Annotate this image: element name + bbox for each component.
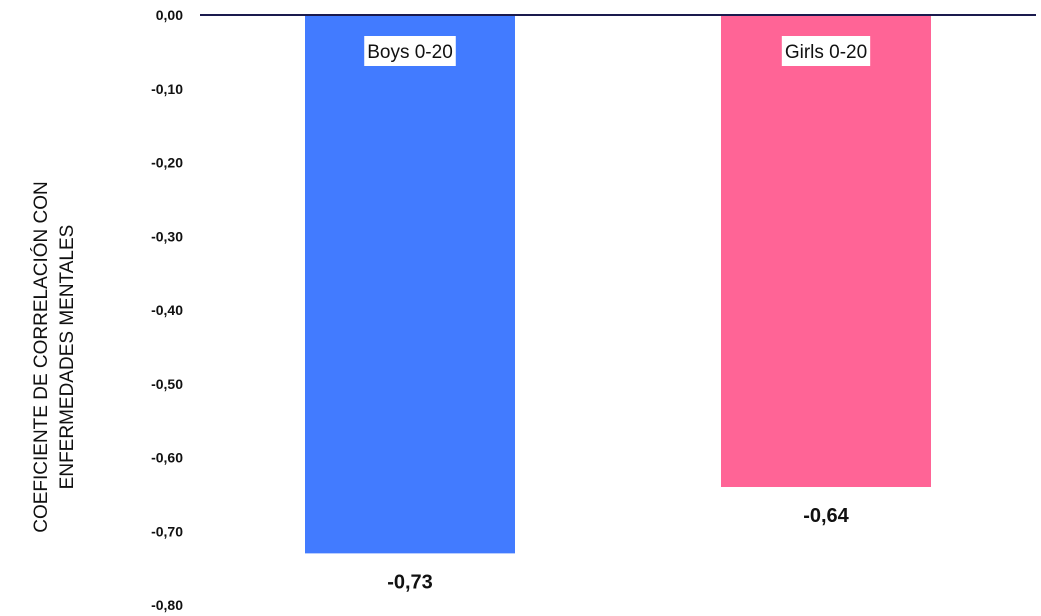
value-label: -0,73 xyxy=(387,571,433,593)
category-label: Boys 0-20 xyxy=(367,42,453,63)
y-axis-title: COEFICIENTE DE CORRELACIÓN CON ENFERMEDA… xyxy=(30,181,78,533)
value-label: -0,64 xyxy=(803,505,849,527)
y-tick-label: 0,00 xyxy=(156,7,183,23)
category-label-background xyxy=(781,36,871,66)
y-axis-ticks: 0,00 -0,10 -0,20 -0,30 -0,40 -0,50 -0,60 -0,70 -… xyxy=(151,7,183,613)
y-tick-label: -0,50 xyxy=(151,376,183,392)
y-tick-label: -0,40 xyxy=(151,302,183,318)
y-tick-label: -0,70 xyxy=(151,523,183,539)
category-label: Girls 0-20 xyxy=(785,42,867,63)
bar xyxy=(305,15,515,554)
y-tick-label: -0,80 xyxy=(151,597,183,613)
category-label-background xyxy=(364,36,456,66)
y-tick-label: -0,10 xyxy=(151,81,183,97)
y-tick-label: -0,60 xyxy=(151,450,183,466)
y-axis-title-line-1: COEFICIENTE DE CORRELACIÓN CON xyxy=(30,181,52,533)
y-axis-title-line-2: ENFERMEDADES MENTALES xyxy=(57,225,78,490)
bars: Boys 0-20 -0,73 Girls 0-20 -0,64 xyxy=(305,15,931,593)
bar xyxy=(721,15,931,487)
y-tick-label: -0,30 xyxy=(151,228,183,244)
y-tick-label: -0,20 xyxy=(151,155,183,171)
